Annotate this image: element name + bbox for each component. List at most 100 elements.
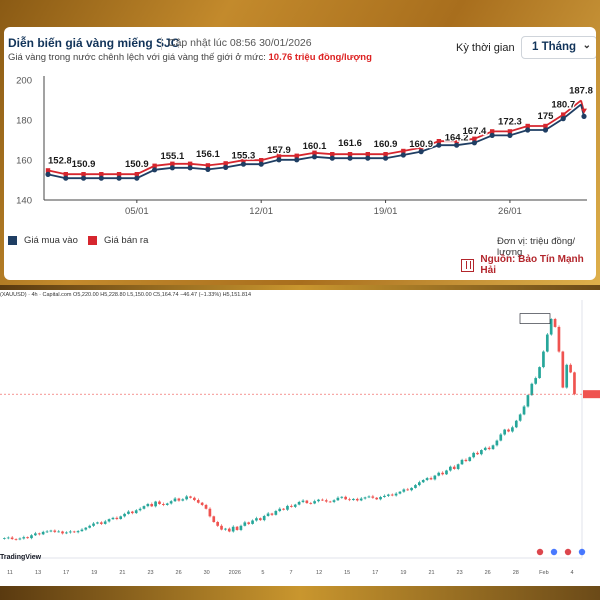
- data-point-buy: [560, 116, 566, 122]
- candle-body: [107, 519, 111, 522]
- legend-item-buy[interactable]: Giá mua vào: [8, 235, 78, 246]
- candle-body: [274, 511, 278, 515]
- data-point-sell: [436, 139, 442, 144]
- time-tick-label: 12: [316, 570, 322, 576]
- candle-body: [328, 501, 332, 503]
- candle-body: [305, 500, 309, 504]
- last-price-tag: [583, 390, 600, 399]
- candle-body: [379, 497, 382, 500]
- candle-body: [14, 539, 18, 540]
- xauusd-candlestick-chart[interactable]: 11 13 17 19 21 23 26 30 2026 5 7 12 15 17 19 21 23 26 28 Fe…: [0, 290, 600, 586]
- time-tick-label: Feb: [539, 570, 548, 576]
- updated-timestamp: Cập nhật lúc 08:56 30/01/2026: [168, 37, 312, 49]
- data-point-sell: [383, 152, 388, 157]
- candle-body: [72, 531, 76, 533]
- y-tick-label: 200: [16, 76, 32, 87]
- data-point-sell: [543, 123, 548, 129]
- candle-body: [80, 529, 84, 532]
- candle-body: [154, 501, 157, 507]
- data-point-sell: [401, 148, 406, 154]
- data-point-sell: [418, 145, 424, 150]
- candle-body: [402, 489, 406, 492]
- candle-body: [557, 326, 561, 352]
- data-point-buy: [525, 127, 531, 133]
- candle-body: [158, 501, 161, 505]
- candle-body: [449, 466, 452, 471]
- time-tick-label: 2026: [229, 570, 241, 576]
- candle-body: [472, 452, 475, 458]
- data-label: 160.1: [303, 141, 327, 152]
- candle-body: [235, 526, 239, 530]
- candle-body: [227, 528, 231, 532]
- candle-body: [185, 496, 188, 500]
- data-point-sell: [205, 163, 211, 168]
- data-point-buy: [347, 155, 353, 161]
- data-point-sell: [347, 152, 353, 157]
- candle-body: [348, 499, 351, 501]
- candle-body: [220, 525, 223, 530]
- legend-item-sell[interactable]: Giá bán ra: [88, 235, 148, 246]
- time-tick-label: 13: [35, 570, 41, 576]
- data-label: 187.8: [569, 85, 593, 96]
- candle-body: [437, 472, 441, 476]
- candle-body: [429, 478, 433, 480]
- chart-title: Diễn biến giá vàng miếng SJC: [8, 36, 180, 50]
- data-point-buy: [365, 155, 371, 161]
- candle-body: [30, 535, 33, 539]
- data-point-sell: [489, 129, 495, 134]
- candle-body: [526, 395, 530, 407]
- data-point-sell: [472, 136, 477, 141]
- candle-body: [425, 478, 429, 480]
- candle-body: [6, 537, 10, 539]
- time-tick-label: 28: [513, 570, 519, 576]
- time-tick-label: 26: [485, 570, 491, 576]
- symbol-header: (XAUUSD) · 4h · Capital.com O5,220.00 H5…: [0, 292, 252, 298]
- time-tick-label: 4: [570, 570, 573, 576]
- period-dropdown[interactable]: 1 Tháng ⌄: [521, 36, 596, 59]
- candle-body: [286, 505, 289, 510]
- candle-body: [239, 525, 243, 530]
- candle-body: [162, 504, 165, 505]
- candle-body: [542, 351, 545, 368]
- legend-label-sell: Giá bán ra: [104, 235, 149, 246]
- data-point-buy: [187, 165, 193, 171]
- candle-body: [530, 383, 534, 396]
- x-tick-label: 12/01: [249, 206, 273, 217]
- candle-body: [561, 351, 565, 388]
- time-tick-label: 7: [289, 570, 292, 576]
- economic-event-flag-icon: [564, 548, 572, 556]
- candle-body: [553, 318, 557, 327]
- legend-swatch-sell: [88, 236, 97, 245]
- period-label: Kỳ thời gian: [456, 42, 515, 54]
- data-point-buy: [80, 175, 87, 181]
- data-point-buy: [382, 155, 389, 161]
- time-tick-label: 23: [147, 570, 153, 576]
- tradingview-chart-panel: 11 13 17 19 21 23 26 30 2026 5 7 12 15 17 19 21 23 26 28 Fe…: [0, 290, 600, 586]
- candle-body: [150, 504, 154, 507]
- candle-body: [468, 457, 472, 462]
- candle-body: [61, 531, 64, 534]
- time-tick-label: 26: [176, 570, 182, 576]
- candle-body: [549, 318, 553, 335]
- candle-body: [115, 517, 119, 519]
- candle-body: [538, 367, 541, 379]
- data-label: 175: [538, 111, 555, 122]
- data-point-sell: [63, 172, 68, 177]
- data-label: 172.3: [498, 116, 522, 127]
- chart-subtitle: Giá vàng trong nước chênh lệch với giá v…: [8, 52, 372, 63]
- economic-event-flag-icon: [578, 548, 586, 556]
- candle-body: [189, 496, 192, 498]
- candle-body: [487, 447, 491, 450]
- data-point-buy: [581, 113, 587, 119]
- data-point-buy: [152, 167, 158, 173]
- data-point-buy: [489, 132, 495, 138]
- time-tick-label: 19: [400, 570, 406, 576]
- tv-background: [0, 290, 600, 586]
- candle-body: [293, 504, 297, 507]
- candle-body: [534, 378, 538, 384]
- candle-body: [355, 498, 359, 501]
- candle-body: [545, 334, 549, 352]
- candle-body: [278, 508, 282, 512]
- source-link[interactable]: Nguồn: Bảo Tín Mạnh Hải: [461, 254, 596, 276]
- candle-body: [266, 513, 270, 516]
